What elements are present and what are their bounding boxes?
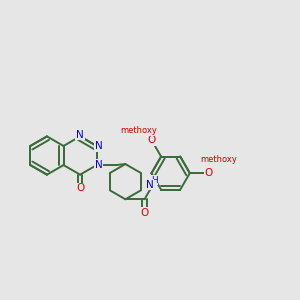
Text: O: O	[76, 183, 84, 194]
Text: methoxy: methoxy	[200, 155, 237, 164]
Text: H: H	[151, 176, 158, 184]
Text: N: N	[94, 141, 102, 151]
Text: O: O	[205, 168, 213, 178]
Text: O: O	[140, 208, 148, 218]
Text: N: N	[146, 179, 154, 190]
Text: N: N	[94, 160, 102, 170]
Text: methoxy: methoxy	[120, 126, 157, 135]
Text: N: N	[76, 130, 84, 140]
Text: O: O	[147, 135, 156, 145]
